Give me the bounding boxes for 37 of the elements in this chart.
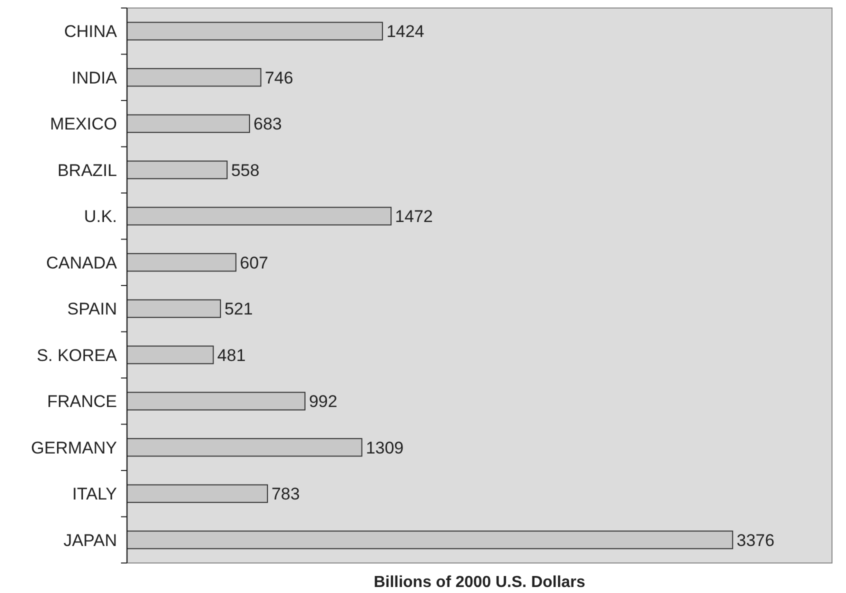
bar <box>126 299 221 318</box>
y-tick-label: MEXICO <box>50 114 117 134</box>
bar <box>126 530 734 550</box>
y-tick-label: GERMANY <box>31 438 117 458</box>
data-label: 607 <box>240 253 268 272</box>
bar <box>126 68 262 87</box>
bar <box>126 253 236 272</box>
y-tick-label: SPAIN <box>67 300 117 319</box>
data-label: 521 <box>224 300 253 319</box>
bar <box>126 438 362 457</box>
data-label: 1424 <box>386 22 424 42</box>
bar <box>126 22 383 40</box>
data-label: 783 <box>271 484 300 504</box>
y-tick-label: FRANCE <box>47 392 117 412</box>
bar <box>126 484 268 503</box>
bar <box>126 206 392 226</box>
y-tick-label: S. KOREA <box>36 346 118 365</box>
y-tick-label: INDIA <box>72 68 118 88</box>
bar <box>126 114 250 133</box>
bar <box>126 392 306 410</box>
y-tick-label: CHINA <box>64 22 118 42</box>
data-label: 1309 <box>366 438 404 458</box>
bar <box>126 160 228 180</box>
y-tick-label: ITALY <box>72 484 117 504</box>
data-label: 992 <box>308 392 338 412</box>
data-label: 481 <box>217 346 246 365</box>
data-label: 3376 <box>736 530 774 550</box>
bar <box>126 346 214 364</box>
y-tick-label: BRAZIL <box>57 160 117 180</box>
data-label: 746 <box>264 68 294 88</box>
y-tick-label: U.K. <box>84 207 117 226</box>
data-label: 683 <box>254 114 282 134</box>
y-tick-label: JAPAN <box>63 530 117 550</box>
x-axis-title: Billions of 2000 U.S. Dollars <box>374 574 586 591</box>
data-label: 558 <box>231 160 260 180</box>
y-tick-label: CANADA <box>46 253 118 272</box>
data-label: 1472 <box>395 207 433 226</box>
